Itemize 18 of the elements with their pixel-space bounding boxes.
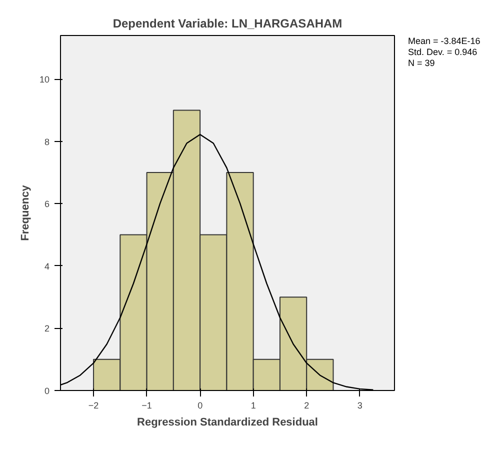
- y-tick-label: 2: [44, 324, 50, 334]
- x-tick-label: 2: [304, 400, 310, 410]
- y-tick-label: 4: [44, 261, 50, 272]
- y-tick-label: 6: [44, 199, 50, 210]
- y-tick-label: 10: [39, 74, 50, 85]
- x-tick-label: −2: [88, 400, 99, 410]
- x-tick-label: 0: [198, 400, 203, 410]
- y-axis-title: Frequency: [19, 184, 32, 241]
- x-axis-title: Regression Standardized Residual: [137, 416, 318, 428]
- text: N = 39: [408, 58, 435, 68]
- x-tick-label: −1: [142, 400, 152, 410]
- y-tick-label: 8: [44, 136, 50, 147]
- text: Std. Dev. = 0.946: [408, 47, 478, 57]
- y-tick-label: 0: [44, 386, 50, 396]
- x-tick-label: 3: [357, 400, 362, 410]
- x-tick-label: 1: [250, 400, 256, 410]
- text: Mean = -3.84E-16: [408, 36, 480, 46]
- chart-title: Dependent Variable: LN_HARGASAHAM: [112, 16, 342, 30]
